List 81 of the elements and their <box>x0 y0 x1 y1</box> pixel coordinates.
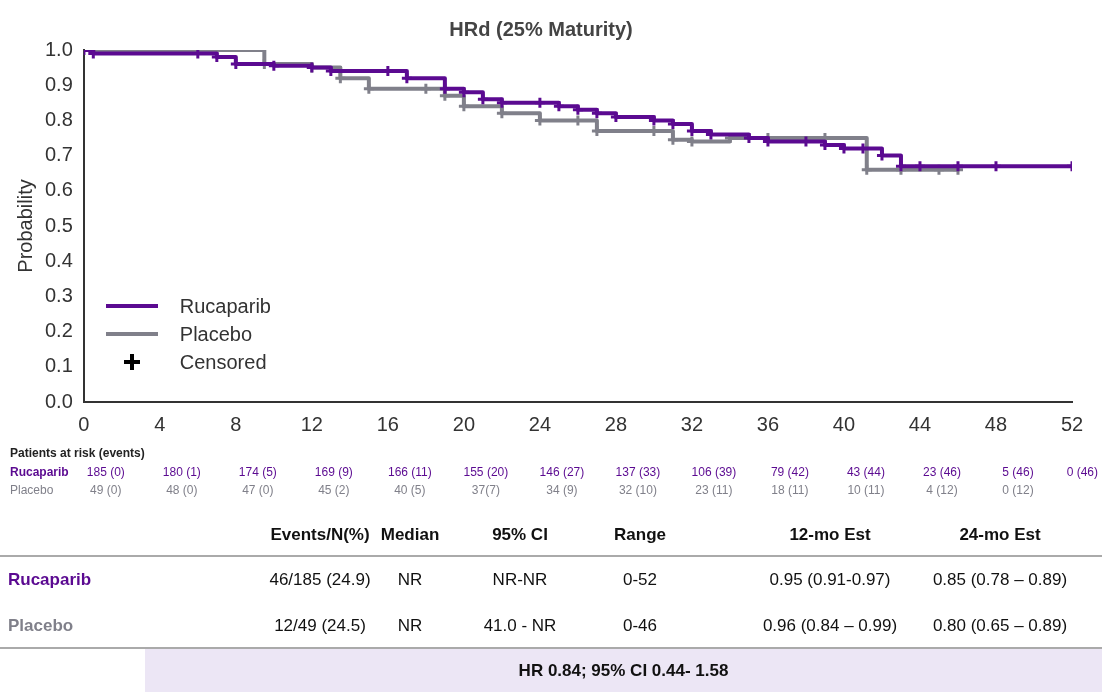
y-tick-label: 0.1 <box>44 354 73 377</box>
text: Events/N(%) <box>270 525 370 545</box>
y-axis-title: Probability <box>13 179 36 273</box>
text: 166 (11) <box>387 465 432 479</box>
text: 45 (2) <box>318 483 350 497</box>
x-tick-label: 36 <box>756 412 780 435</box>
x-tick-label: 44 <box>908 412 932 435</box>
chart-title: HRd (25% Maturity) <box>449 17 633 40</box>
text: 0-46 <box>622 616 658 636</box>
text: Rucaparib <box>10 465 69 479</box>
text: 48 (0) <box>166 483 198 497</box>
text: 41.0 - NR <box>483 616 557 636</box>
text: 46/185 (24.9) <box>269 570 371 590</box>
x-tick-label: 48 <box>984 412 1008 435</box>
text: 10 (11) <box>847 483 885 497</box>
y-tick-label: 0.8 <box>44 107 73 130</box>
legend-label: Rucaparib <box>179 294 271 318</box>
text: 4 (12) <box>926 483 958 497</box>
text: 180 (1) <box>162 465 201 479</box>
text: NR-NR <box>492 570 548 590</box>
y-tick-label: 0.6 <box>44 178 73 201</box>
text: 23 (46) <box>922 465 961 479</box>
y-tick-label: 0.7 <box>44 143 73 166</box>
text: 5 (46) <box>1002 465 1034 479</box>
text: 0 (46) <box>1066 465 1098 479</box>
x-tick-label: 4 <box>154 412 166 435</box>
text: Range <box>614 525 666 545</box>
text: NR <box>397 616 423 636</box>
text: 0.96 (0.84 – 0.99) <box>762 616 898 636</box>
text: 0 (12) <box>1002 483 1034 497</box>
x-tick-label: 16 <box>376 412 399 435</box>
text: HR 0.84; 95% CI 0.44- 1.58 <box>145 649 1102 692</box>
text: 137 (33) <box>615 465 661 479</box>
text: 12-mo Est <box>789 525 871 545</box>
y-tick-label: 0.4 <box>44 248 73 271</box>
text: 32 (10) <box>618 483 657 497</box>
x-tick-label: 40 <box>832 412 856 435</box>
y-tick-label: 0.0 <box>44 389 73 412</box>
text: 106 (39) <box>691 465 737 479</box>
x-tick-label: 0 <box>78 412 90 435</box>
text: 34 (9) <box>546 483 578 497</box>
x-tick-label: 20 <box>452 412 475 435</box>
x-tick-label: 32 <box>680 412 704 435</box>
text: 95% CI <box>492 525 548 545</box>
text: 155 (20) <box>463 465 509 479</box>
text: 169 (9) <box>314 465 353 479</box>
legend-label: Censored <box>179 350 267 374</box>
text: Placebo <box>8 616 74 636</box>
y-tick-label: 0.2 <box>44 319 73 342</box>
y-tick-label: 0.5 <box>44 213 73 236</box>
text: 146 (27) <box>539 465 585 479</box>
text: 0.85 (0.78 – 0.89) <box>932 570 1068 590</box>
text: 18 (11) <box>771 483 809 497</box>
text: 0.80 (0.65 – 0.89) <box>932 616 1068 636</box>
text: 174 (5) <box>238 465 277 479</box>
text: Patients at risk (events) <box>10 446 145 460</box>
x-tick-label: 8 <box>230 412 242 435</box>
text: 24-mo Est <box>959 525 1041 545</box>
y-tick-label: 1.0 <box>44 37 73 60</box>
text: 37(7) <box>471 483 500 497</box>
x-tick-label: 52 <box>1060 412 1084 435</box>
text: 185 (0) <box>86 465 125 479</box>
legend-label: Placebo <box>179 322 253 346</box>
y-tick-label: 0.3 <box>44 283 73 306</box>
x-tick-label: 24 <box>528 412 552 435</box>
text: 23 (11) <box>695 483 733 497</box>
text: 12/49 (24.5) <box>274 616 366 636</box>
text: 0.95 (0.91-0.97) <box>769 570 891 590</box>
text: 0-52 <box>622 570 658 590</box>
text: Median <box>380 525 440 545</box>
text: 47 (0) <box>242 483 274 497</box>
text: 43 (44) <box>846 465 885 479</box>
x-tick-label: 12 <box>300 412 323 435</box>
text: Rucaparib <box>8 570 92 590</box>
text: 40 (5) <box>394 483 426 497</box>
text: Placebo <box>10 483 54 497</box>
text: 49 (0) <box>90 483 122 497</box>
text: 79 (42) <box>770 465 809 479</box>
y-tick-label: 0.9 <box>44 72 73 95</box>
x-tick-label: 28 <box>604 412 628 435</box>
text: NR <box>397 570 423 590</box>
